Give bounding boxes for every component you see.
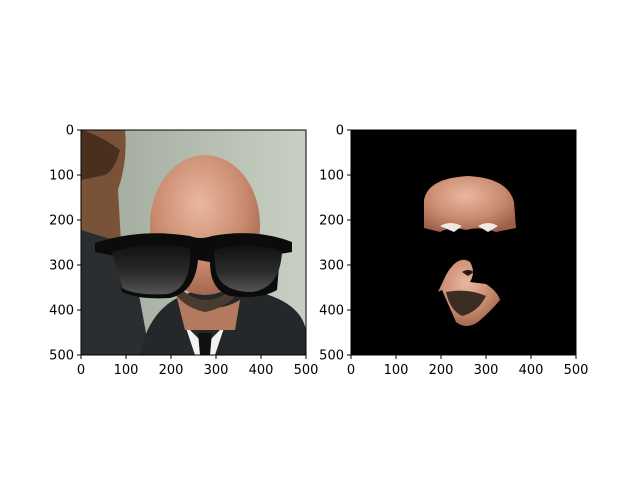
- y-tick-label-left: 500: [49, 349, 74, 364]
- x-tick-label-left: 500: [294, 363, 319, 378]
- y-axis-ticks-left: 0 100 200 300 400 500: [49, 124, 81, 364]
- skin-mask-image: [351, 130, 576, 355]
- y-axis-ticks-right: 0 100 200 300 400 500: [319, 124, 351, 364]
- image-panel-left: 0 100 200 300 400 500 0 100 200 300 400 500: [49, 124, 318, 379]
- y-tick-label-right: 300: [319, 259, 344, 274]
- x-tick-label-right: 100: [384, 363, 409, 378]
- x-axis-ticks-left: 0 100 200 300 400 500: [77, 355, 319, 378]
- x-axis-ticks-right: 0 100 200 300 400 500: [347, 355, 589, 378]
- x-tick-label-left: 300: [204, 363, 229, 378]
- y-tick-label-left: 300: [49, 259, 74, 274]
- x-tick-label-left: 400: [249, 363, 274, 378]
- x-tick-label-right: 200: [429, 363, 454, 378]
- image-panel-right: 0 100 200 300 400 500 0 100 200 300 400 500: [319, 124, 588, 379]
- x-tick-label-right: 400: [519, 363, 544, 378]
- y-tick-label-right: 100: [319, 169, 344, 184]
- y-tick-label-right: 200: [319, 214, 344, 229]
- x-tick-label-right: 500: [564, 363, 589, 378]
- y-tick-label-left: 100: [49, 169, 74, 184]
- y-tick-label-right: 500: [319, 349, 344, 364]
- y-tick-label-right: 0: [336, 124, 344, 139]
- y-tick-label-left: 400: [49, 304, 74, 319]
- x-tick-label-right: 0: [347, 363, 355, 378]
- y-tick-label-right: 400: [319, 304, 344, 319]
- x-tick-label-left: 100: [114, 363, 139, 378]
- y-tick-label-left: 0: [66, 124, 74, 139]
- x-tick-label-left: 0: [77, 363, 85, 378]
- x-tick-label-right: 300: [474, 363, 499, 378]
- photo-with-sunglasses: [81, 130, 306, 355]
- x-tick-label-left: 200: [159, 363, 184, 378]
- y-tick-label-left: 200: [49, 214, 74, 229]
